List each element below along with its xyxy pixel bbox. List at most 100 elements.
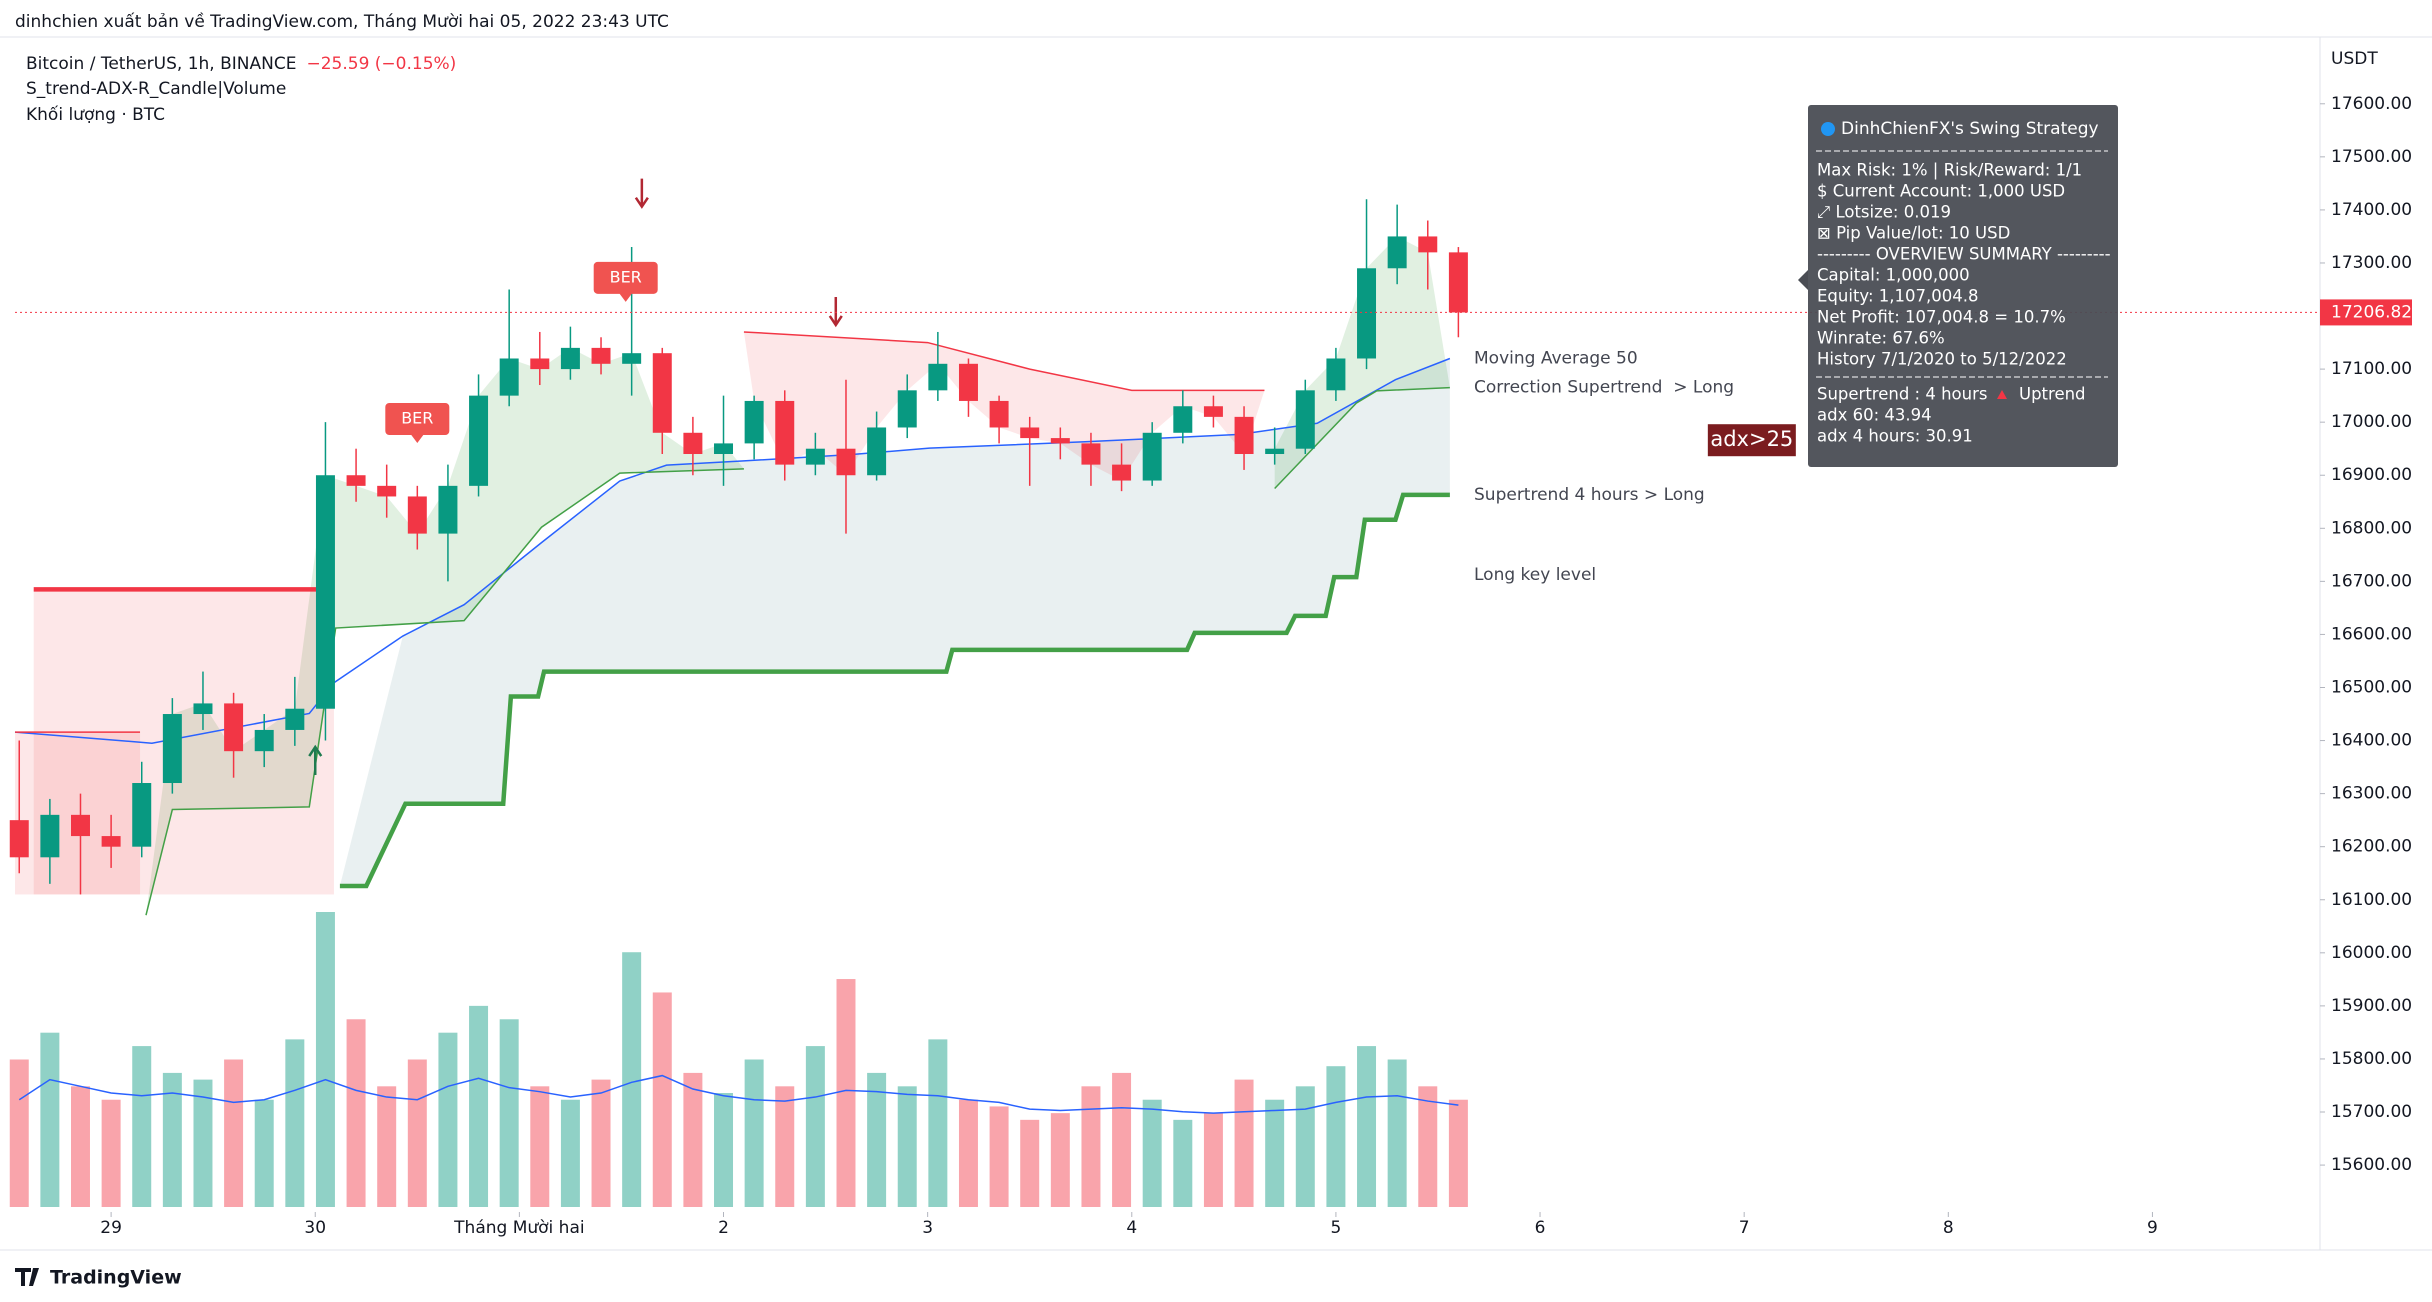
candle-body — [1418, 236, 1438, 253]
candle-body — [1387, 236, 1407, 269]
brand: TradingView — [50, 1267, 182, 1289]
candle-body — [714, 443, 734, 455]
x-tick-label: 4 — [1126, 1218, 1137, 1238]
volume-bar — [1203, 1113, 1223, 1207]
candle-body — [530, 358, 550, 370]
candle-body — [285, 708, 305, 730]
candle-body — [499, 358, 519, 396]
signal-arrow — [634, 178, 649, 209]
y-tick-label: 17300.00 — [2331, 253, 2412, 273]
volume-bar — [101, 1099, 121, 1207]
candle-body — [1265, 448, 1285, 455]
volume-bar — [1020, 1119, 1040, 1207]
y-tick-label: 16600.00 — [2331, 624, 2412, 644]
x-tick-label: 30 — [304, 1218, 326, 1238]
y-tick-label: 16000.00 — [2331, 943, 2412, 963]
volume-bar — [132, 1046, 152, 1207]
x-tick-label: 2 — [718, 1218, 729, 1238]
volume-bar — [1387, 1059, 1407, 1207]
volume-bar — [683, 1072, 703, 1207]
candle-body — [346, 475, 366, 486]
candle-body — [1173, 406, 1193, 433]
candle-body — [1357, 268, 1377, 359]
candle-body — [1081, 443, 1101, 465]
y-tick-label: 16300.00 — [2331, 784, 2412, 804]
info-line: adx 60: 43.94 — [1817, 406, 1932, 425]
y-tick-label: 15900.00 — [2331, 996, 2412, 1016]
chart-title: Bitcoin / TetherUS, 1h, BINANCE — [26, 54, 296, 74]
annotations: BER BER adx>25 — [308, 178, 1796, 776]
volume-bar — [346, 1019, 366, 1207]
volume-bar — [438, 1032, 458, 1207]
last-price-tag — [2320, 299, 2412, 326]
volume-bar — [775, 1086, 795, 1207]
key-level-zone — [15, 732, 141, 895]
info-line: Uptrend — [2019, 385, 2086, 404]
overlay-line — [145, 386, 1450, 916]
logo-mark — [15, 1268, 39, 1286]
info-line: History 7/1/2020 to 5/12/2022 — [1817, 350, 2067, 369]
candle-body — [1295, 390, 1315, 449]
correction-fill — [1274, 236, 1450, 489]
info-line: Winrate: 67.6% — [1817, 329, 1945, 348]
volume-bar — [1142, 1099, 1162, 1207]
candle-body — [377, 485, 397, 497]
x-tick-label: 3 — [922, 1218, 933, 1238]
signal-arrow — [308, 744, 323, 776]
y-tick-label: 15800.00 — [2331, 1049, 2412, 1069]
volume-bar — [560, 1099, 580, 1207]
info-line: Supertrend : 4 hours — [1817, 385, 1988, 404]
volume-bar — [285, 1039, 305, 1207]
info-line: Max Risk: 1% | Risk/Reward: 1/1 — [1817, 161, 2082, 180]
indicator-label: Khối lượng · BTC — [26, 104, 165, 125]
x-tick-label: 6 — [1535, 1218, 1546, 1238]
volume-bar — [40, 1032, 60, 1207]
candle-body — [71, 814, 90, 837]
candle-body — [958, 363, 978, 401]
info-title: DinhChienFX's Swing Strategy — [1841, 119, 2099, 139]
candle-body — [132, 783, 152, 847]
tag-box — [593, 261, 658, 302]
candle-body — [162, 714, 182, 784]
volume-bar — [1112, 1072, 1132, 1207]
candle-body — [1326, 358, 1346, 391]
volume-bar — [928, 1039, 948, 1207]
volume-bar — [530, 1086, 550, 1207]
y-tick-label: 16900.00 — [2331, 465, 2412, 485]
tag-text: BER — [610, 267, 642, 286]
volume-bar — [744, 1059, 764, 1207]
info-line: Net Profit: 107,004.8 = 10.7% — [1817, 308, 2066, 327]
y-tick-label: 17600.00 — [2331, 94, 2412, 114]
candle-body — [407, 496, 427, 534]
supertrend-fill — [339, 358, 1450, 886]
candle-body — [254, 729, 274, 752]
candle-body — [775, 400, 795, 465]
last-price-label: 17206.82 — [2331, 302, 2412, 322]
info-line: adx 4 hours: 30.91 — [1817, 427, 1973, 446]
y-tick-label: 15600.00 — [2331, 1155, 2412, 1175]
candle-body — [1448, 252, 1468, 313]
y-tick-label: 17500.00 — [2331, 147, 2412, 167]
volume-bar — [254, 1099, 274, 1207]
indicator-label: S_trend-ADX-R_Candle|Volume — [26, 79, 286, 99]
y-tick-label: 16400.00 — [2331, 731, 2412, 751]
volume-bar — [1295, 1086, 1315, 1207]
volume-bar — [499, 1019, 519, 1207]
tag-box — [385, 402, 450, 443]
candle-body — [867, 427, 887, 476]
y-tick-label: 16500.00 — [2331, 677, 2412, 697]
volume-bar — [9, 1059, 29, 1207]
volume-bar — [1234, 1079, 1254, 1207]
volume-bar — [714, 1093, 734, 1207]
volume-bar — [469, 1005, 489, 1207]
info-line: ⊠ Pip Value/lot: 10 USD — [1817, 224, 2010, 243]
overlay-label: Moving Average 50 — [1474, 348, 1638, 368]
candle-body — [1050, 438, 1070, 444]
fills — [15, 236, 1450, 916]
candle-body — [897, 390, 917, 428]
volume-bar — [377, 1086, 397, 1207]
x-tick-label: Tháng Mười hai — [453, 1218, 584, 1238]
y-tick-label: 16700.00 — [2331, 571, 2412, 591]
y-tick-label: 16200.00 — [2331, 837, 2412, 857]
y-tick-label: 16800.00 — [2331, 518, 2412, 538]
